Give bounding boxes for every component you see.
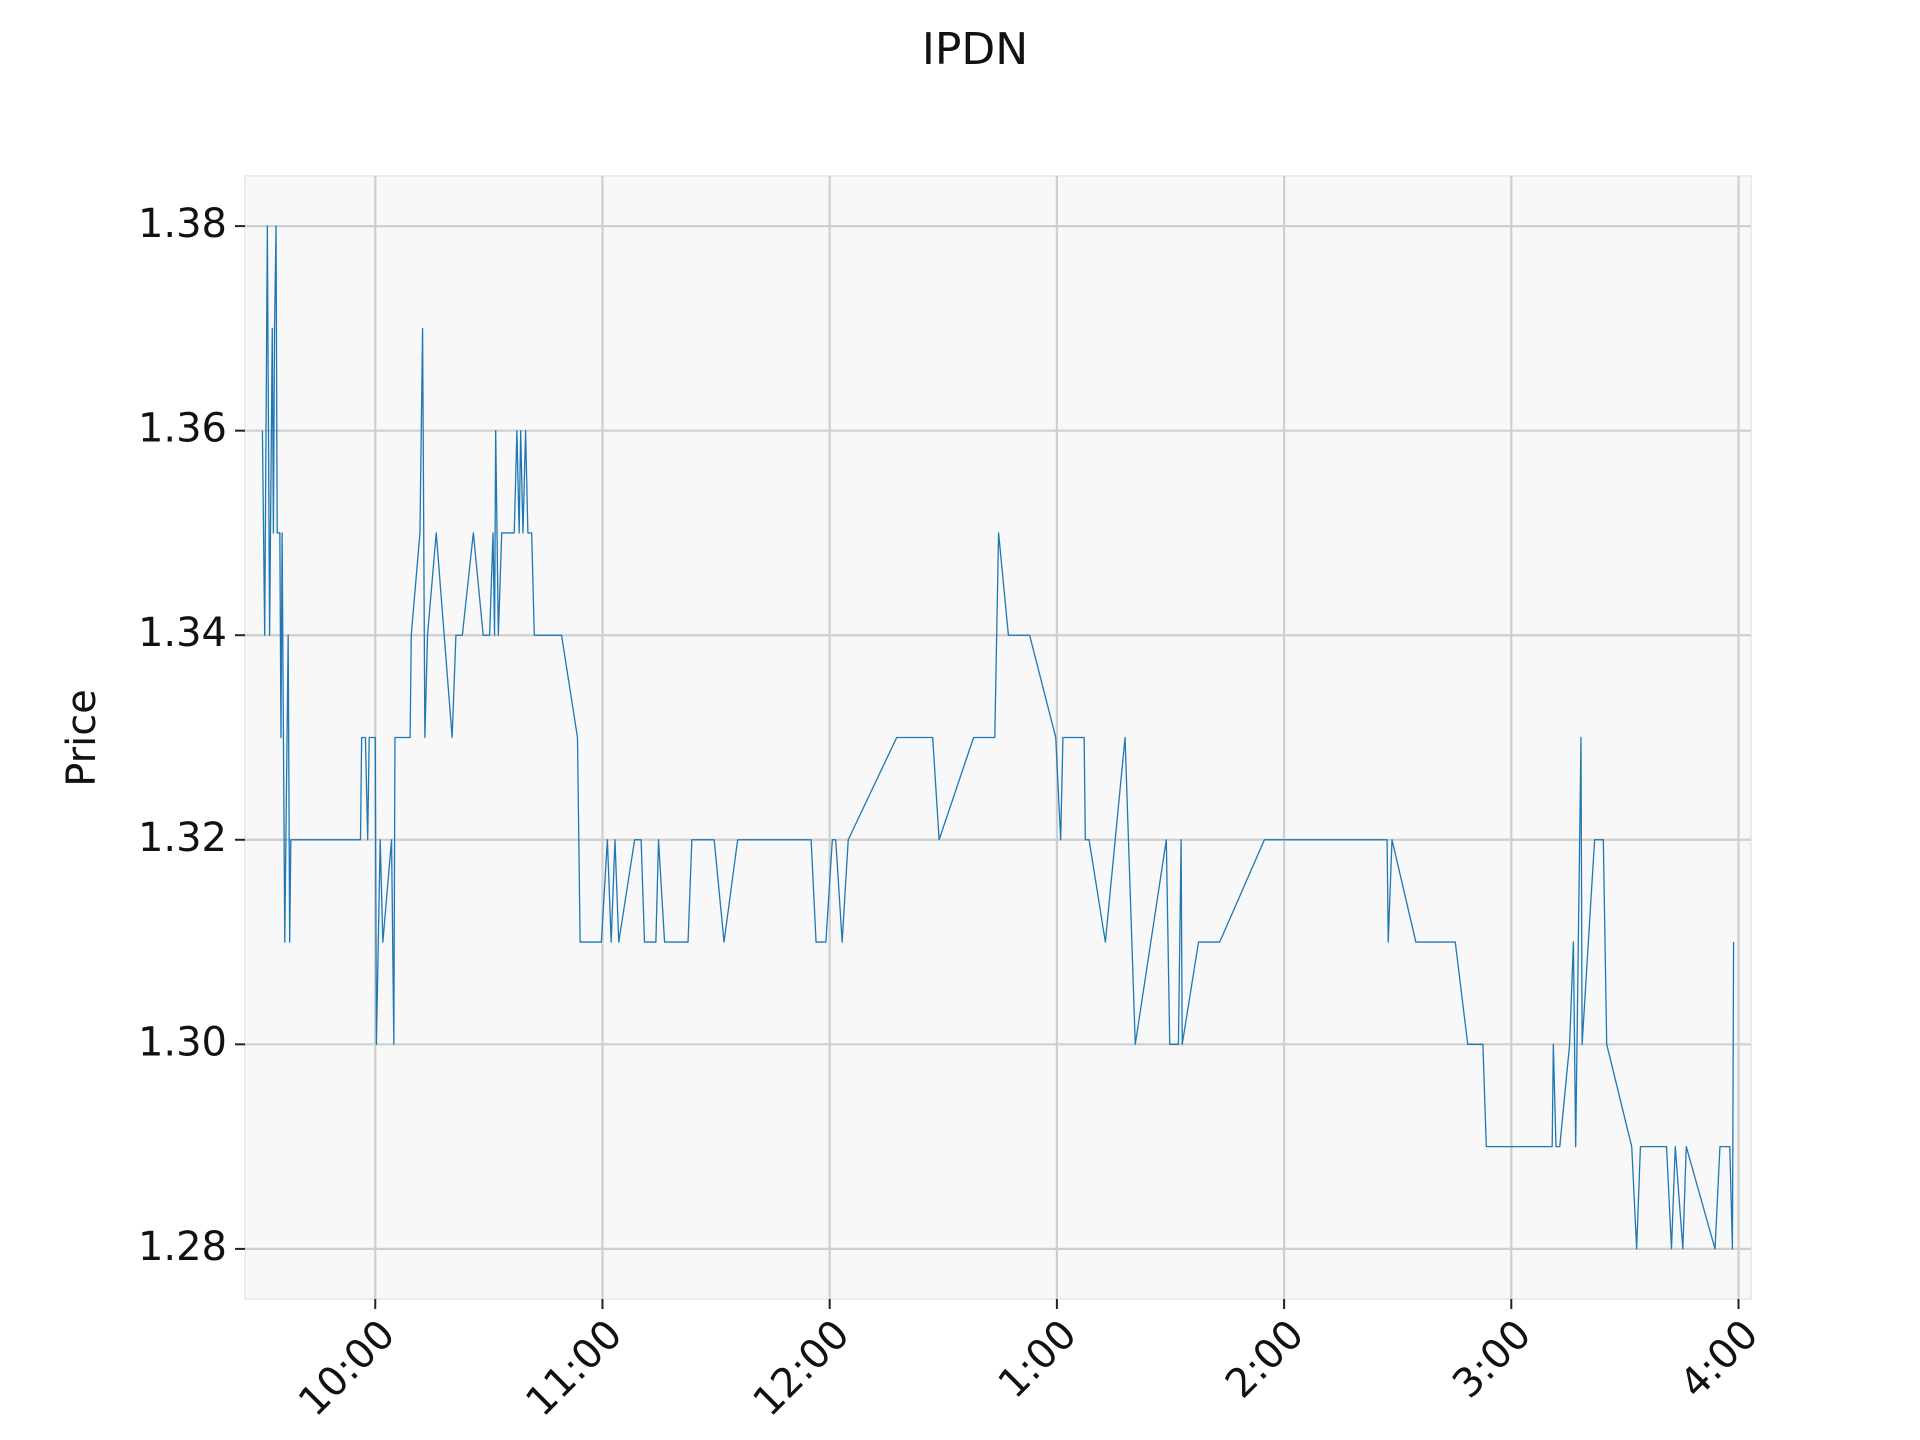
y-tick-label: 1.32	[138, 815, 227, 861]
x-tick-label: 3:00	[1444, 1311, 1540, 1407]
plot-area	[244, 175, 1752, 1300]
x-tick-label: 10:00	[290, 1311, 404, 1425]
x-tick-label: 2:00	[1217, 1311, 1313, 1407]
x-tick-label: 12:00	[744, 1311, 858, 1425]
y-axis-label: Price	[59, 689, 105, 787]
x-tick-label: 11:00	[517, 1311, 631, 1425]
y-tick-label: 1.28	[138, 1224, 227, 1270]
chart-title: IPDN	[922, 24, 1028, 75]
y-tick-label: 1.38	[138, 201, 227, 247]
price-line	[261, 225, 1735, 1250]
x-tick-label: 4:00	[1671, 1311, 1767, 1407]
y-tick-label: 1.34	[138, 610, 227, 656]
y-tick-label: 1.30	[138, 1019, 227, 1065]
y-tick-label: 1.36	[138, 406, 227, 452]
x-tick-label: 1:00	[990, 1311, 1086, 1407]
